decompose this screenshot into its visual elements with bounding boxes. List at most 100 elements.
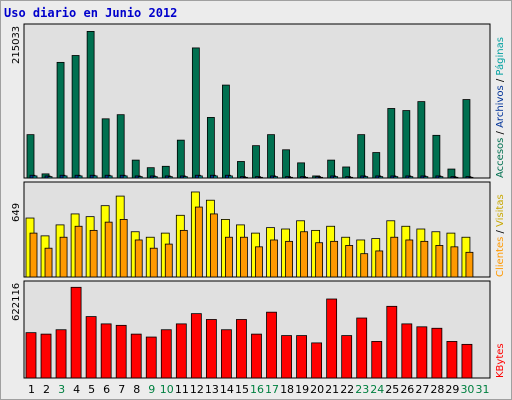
- bar-kbytes-day-3: [55, 329, 67, 379]
- bar-clients-day-1: [29, 232, 38, 278]
- bar-clients-day-17: [270, 239, 278, 278]
- bar-pages-day-3: [62, 175, 68, 179]
- day-label-28: 28: [430, 383, 444, 396]
- bar-kbytes-day-10: [160, 329, 172, 379]
- bar-accesses-day-15: [237, 161, 245, 179]
- bar-pages-day-20: [318, 176, 324, 179]
- bar-kbytes-day-20: [311, 342, 323, 379]
- day-label-27: 27: [415, 383, 429, 396]
- bar-accesses-day-27: [417, 101, 426, 179]
- bar-kbytes-day-17: [266, 311, 277, 379]
- bar-kbytes-day-28: [431, 327, 443, 379]
- bar-clients-day-26: [405, 239, 414, 278]
- legend-group: Clientes / Visitas: [495, 194, 506, 277]
- bar-pages-day-28: [438, 176, 444, 179]
- bar-clients-day-15: [240, 236, 248, 278]
- bar-clients-day-20: [315, 242, 324, 278]
- bar-clients-day-9: [149, 247, 158, 278]
- bar-accesses-day-5: [86, 30, 95, 179]
- bar-clients-day-11: [179, 229, 188, 278]
- bar-pages-day-10: [167, 176, 173, 179]
- day-label-9: 9: [148, 383, 155, 396]
- bar-accesses-day-11: [176, 139, 185, 179]
- bar-accesses-day-17: [267, 134, 275, 179]
- bar-clients-day-2: [44, 247, 53, 278]
- bar-clients-day-30: [465, 251, 474, 278]
- day-label-24: 24: [370, 383, 384, 396]
- day-label-7: 7: [118, 383, 125, 396]
- bar-pages-day-12: [197, 175, 203, 179]
- bar-kbytes-day-19: [296, 335, 307, 379]
- bar-kbytes-day-7: [115, 324, 127, 379]
- day-label-14: 14: [220, 383, 234, 396]
- bar-clients-day-21: [330, 240, 339, 278]
- bar-pages-day-8: [137, 176, 143, 179]
- day-label-1: 1: [28, 383, 35, 396]
- bar-accesses-day-12: [191, 47, 200, 179]
- day-label-5: 5: [88, 383, 95, 396]
- bar-clients-day-19: [300, 231, 308, 278]
- bar-pages-day-14: [228, 175, 233, 179]
- bar-pages-day-29: [453, 176, 459, 179]
- bar-pages-day-21: [333, 176, 339, 179]
- bar-clients-day-27: [420, 240, 429, 278]
- bar-kbytes-day-18: [281, 335, 292, 379]
- legend-archives: Archivos: [495, 85, 506, 128]
- bar-kbytes-day-8: [130, 333, 142, 379]
- day-label-15: 15: [235, 383, 249, 396]
- bar-accesses-day-26: [402, 110, 411, 179]
- day-label-30: 30: [460, 383, 474, 396]
- bar-kbytes-day-14: [221, 329, 232, 379]
- bar-clients-day-14: [225, 236, 233, 278]
- day-label-19: 19: [295, 383, 309, 396]
- bar-kbytes-day-1: [25, 332, 37, 379]
- bar-accesses-day-19: [297, 162, 305, 179]
- bar-pages-day-26: [408, 176, 414, 179]
- bar-kbytes-day-11: [175, 323, 187, 379]
- legend-accesses: Accesos: [495, 138, 506, 178]
- bar-kbytes-day-26: [401, 323, 413, 379]
- day-label-12: 12: [190, 383, 204, 396]
- day-label-29: 29: [445, 383, 459, 396]
- legend-group: KBytes: [495, 343, 506, 378]
- bar-clients-day-24: [375, 250, 384, 278]
- bar-kbytes-day-23: [356, 317, 368, 379]
- day-label-11: 11: [175, 383, 189, 396]
- day-label-26: 26: [400, 383, 414, 396]
- bar-clients-day-6: [104, 221, 113, 278]
- bar-kbytes-day-24: [371, 341, 383, 379]
- legend-group: Accesos / Archivos / Páginas: [494, 37, 506, 178]
- bar-pages-day-2: [47, 176, 53, 179]
- bar-accesses-day-1: [26, 134, 35, 179]
- bar-clients-day-8: [134, 239, 143, 278]
- day-label-13: 13: [205, 383, 219, 396]
- bar-pages-day-23: [363, 176, 369, 179]
- bar-accesses-day-18: [282, 149, 290, 179]
- bar-accesses-day-30: [462, 99, 471, 179]
- day-label-23: 23: [355, 383, 369, 396]
- day-label-8: 8: [133, 383, 140, 396]
- bar-kbytes-day-16: [251, 333, 262, 379]
- bar-pages-day-24: [378, 176, 384, 179]
- bar-pages-day-1: [32, 175, 38, 179]
- bar-accesses-day-23: [357, 134, 366, 179]
- bar-kbytes-day-25: [386, 305, 398, 379]
- bar-clients-day-25: [390, 236, 399, 278]
- bar-pages-day-6: [107, 175, 113, 179]
- day-label-10: 10: [160, 383, 174, 396]
- day-label-16: 16: [250, 383, 264, 396]
- bar-pages-day-16: [258, 176, 263, 179]
- bar-pages-day-11: [182, 176, 188, 179]
- bar-kbytes-day-2: [40, 333, 52, 379]
- bar-kbytes-day-4: [70, 286, 82, 379]
- bar-kbytes-day-29: [446, 341, 458, 379]
- page-title: Uso diario en Junio 2012: [4, 6, 178, 20]
- legend-separator: /: [495, 227, 506, 237]
- bar-accesses-day-14: [222, 84, 230, 179]
- panel-1-max-label: 215033: [11, 26, 22, 64]
- day-label-18: 18: [280, 383, 294, 396]
- bar-clients-day-29: [450, 246, 459, 278]
- bar-clients-day-3: [59, 236, 68, 278]
- bar-clients-day-22: [345, 245, 354, 278]
- bar-pages-day-27: [423, 176, 429, 179]
